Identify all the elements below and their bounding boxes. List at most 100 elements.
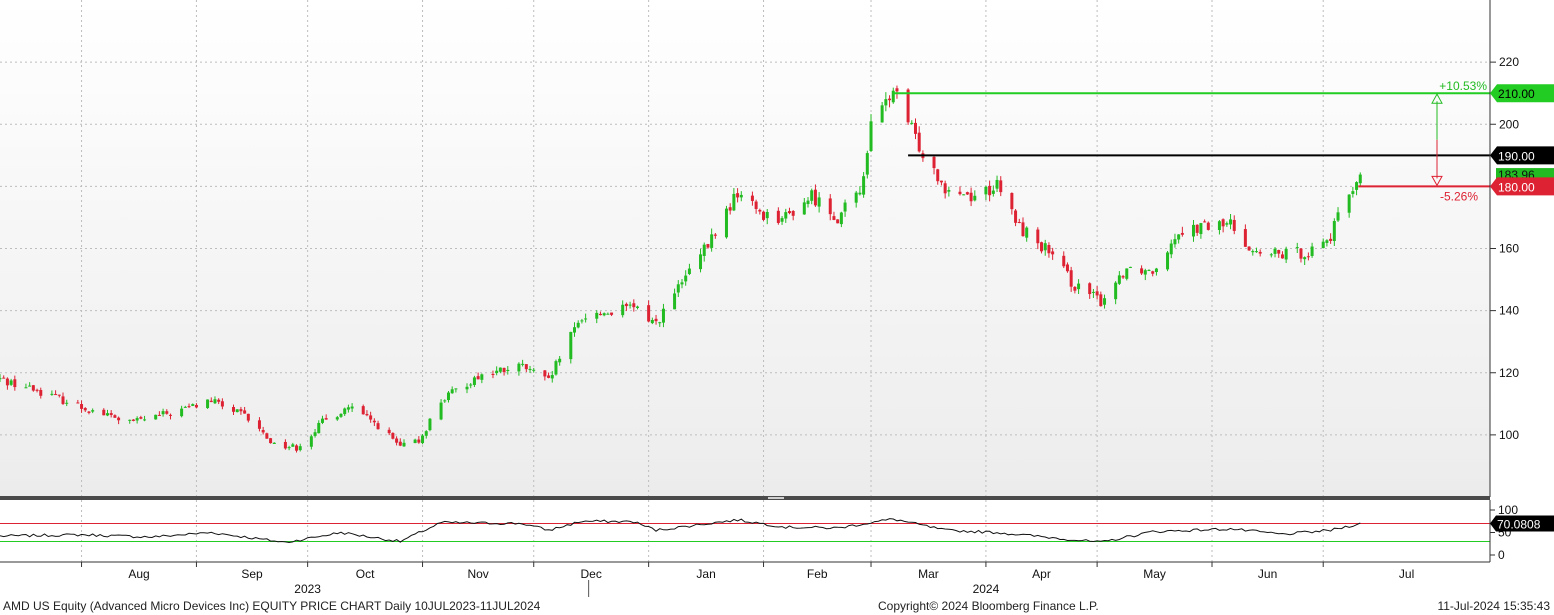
- candle-body: [317, 422, 321, 434]
- candle-body: [1251, 251, 1255, 253]
- candle-body: [339, 413, 343, 417]
- candle-220: [1140, 265, 1144, 275]
- candle-37: [187, 403, 191, 409]
- candle-248: [1280, 251, 1284, 259]
- candle-body: [217, 399, 221, 402]
- candle-body: [105, 413, 109, 416]
- candle-body: [424, 431, 428, 436]
- candle-71: [365, 410, 369, 417]
- candle-body: [758, 209, 762, 212]
- candle-body: [365, 413, 369, 416]
- candle-body: [1329, 238, 1333, 241]
- candle-body: [1217, 221, 1221, 231]
- candle-73: [372, 418, 376, 427]
- candle-93: [476, 372, 480, 380]
- candle-body: [1069, 270, 1073, 287]
- candle-246: [1273, 247, 1277, 258]
- panel-separator-handle[interactable]: [768, 497, 784, 499]
- candle-241: [1247, 246, 1251, 251]
- candle-178: [917, 126, 921, 153]
- candle-219: [1128, 266, 1132, 268]
- candle-206: [1065, 262, 1069, 273]
- candle-body: [739, 194, 743, 198]
- candle-body: [869, 121, 873, 152]
- candle-242: [1251, 249, 1255, 256]
- candle-body: [450, 389, 454, 394]
- candle-body: [1247, 246, 1251, 251]
- candle-body: [606, 313, 610, 315]
- candle-169: [869, 114, 873, 153]
- candle-250: [1295, 242, 1299, 254]
- candle-body: [636, 306, 640, 308]
- candle-177: [913, 118, 917, 140]
- candle-80: [413, 438, 417, 444]
- candle-12: [57, 394, 61, 398]
- candle-224: [1154, 267, 1158, 276]
- candle-body: [1347, 194, 1351, 213]
- candle-body: [984, 186, 988, 195]
- candle-141: [728, 203, 732, 215]
- candle-body: [91, 410, 95, 412]
- candle-255: [1321, 238, 1325, 249]
- candle-body: [580, 320, 584, 322]
- price-tick-label-160: 160: [1499, 242, 1519, 256]
- candle-4: [13, 375, 17, 391]
- candle-body: [135, 418, 139, 421]
- candle-body: [2, 377, 6, 379]
- candle-body: [246, 413, 250, 421]
- candle-210: [1088, 282, 1092, 299]
- candle-140: [724, 205, 728, 239]
- candle-261: [1351, 186, 1355, 198]
- candle-body: [1229, 219, 1233, 225]
- candle-256: [1325, 239, 1329, 247]
- candle-body: [1199, 223, 1203, 235]
- month-label-jul: Jul: [1399, 567, 1414, 581]
- month-label-may: May: [1143, 567, 1166, 581]
- candle-183: [943, 180, 947, 199]
- candle-body: [1043, 243, 1047, 251]
- candle-body: [313, 432, 317, 436]
- candle-body: [543, 370, 547, 377]
- candle-66: [339, 413, 343, 418]
- candle-91: [469, 383, 473, 389]
- candle-230: [1191, 219, 1195, 242]
- candle-body: [958, 191, 962, 195]
- candle-body: [1358, 174, 1362, 184]
- candle-body: [1114, 282, 1118, 300]
- candle-86: [443, 399, 447, 403]
- candle-253: [1306, 252, 1310, 261]
- candle-body: [220, 401, 224, 407]
- candle-body: [361, 406, 365, 415]
- candle-body: [817, 197, 821, 207]
- candle-body: [995, 179, 999, 189]
- candle-body: [1095, 291, 1099, 296]
- candle-25: [128, 419, 132, 424]
- candle-3: [9, 378, 13, 386]
- candle-body: [939, 180, 943, 183]
- candle-body: [895, 88, 899, 92]
- candle-body: [936, 169, 940, 182]
- candle-body: [1036, 229, 1040, 244]
- candle-body: [1225, 223, 1229, 225]
- candle-body: [832, 216, 836, 220]
- candle-body: [680, 282, 684, 285]
- candle-body: [732, 193, 736, 211]
- candle-47: [239, 406, 243, 415]
- candle-body: [428, 418, 432, 431]
- candle-75: [387, 427, 391, 436]
- candle-body: [209, 400, 213, 403]
- candle-body: [309, 436, 313, 447]
- candle-48: [243, 406, 247, 414]
- candle-body: [272, 442, 276, 444]
- candle-123: [632, 299, 636, 312]
- price-axis: 100120140160180200220183.96210.00190.001…: [1489, 0, 1554, 497]
- candle-125: [647, 300, 651, 323]
- rsi-line: [0, 518, 1361, 544]
- candle-236: [1221, 218, 1225, 233]
- candle-234: [1206, 221, 1210, 231]
- candle-body: [1303, 257, 1307, 260]
- candle-body: [31, 385, 35, 391]
- candle-body: [417, 439, 421, 443]
- candle-body: [999, 180, 1003, 193]
